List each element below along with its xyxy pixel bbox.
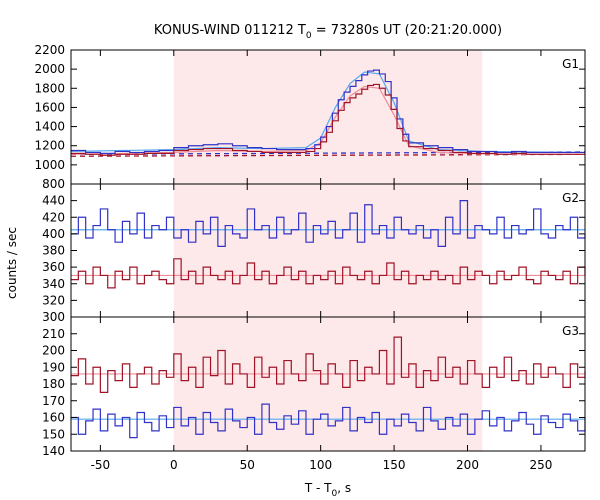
series-step-red [71,258,586,289]
y-tick-label: 160 [42,411,65,425]
background-line-red [70,153,586,157]
x-axis-label-suffix: , s [337,481,351,495]
svg-text:T - T0, s: T - T0, s [304,481,351,499]
y-tick-label: 340 [42,277,65,291]
title-text: KONUS-WIND 011212 T [154,23,306,38]
highlight-interval [173,50,483,184]
title-suffix: = 73280s UT (20:21:20.000) [312,23,502,38]
panel-label: G1 [562,57,579,71]
y-tick-label: 420 [42,210,65,224]
panel-g2: 300 320 340 360 380 400 420 440 G2 [42,183,586,324]
panel-label: G3 [562,324,579,338]
y-tick-label: 1200 [34,139,65,153]
y-tick-label: 210 [42,327,65,341]
y-tick-label: 300 [42,310,65,324]
panel-g3: 140 150 160 170 180 190 200 210 G3 [42,316,586,458]
y-tick-label: 2000 [34,62,65,76]
x-tick-label: 250 [529,458,552,472]
x-tick-label: 50 [240,458,255,472]
y-axis-label: counts / sec [5,227,19,299]
x-tick-label: 150 [383,458,406,472]
series-step-blue [71,403,586,439]
x-axis-label: T - T0, s [304,481,351,499]
y-tick-label: 1000 [34,158,65,172]
y-tick-label: 320 [42,293,65,307]
x-tick-label: 200 [456,458,479,472]
series-step-red [71,336,586,393]
y-tick-label: 190 [42,360,65,374]
panel-label: G2 [562,191,579,205]
y-tick-label: 800 [42,177,65,191]
chart-title: KONUS-WIND 011212 T0 = 73280s UT (20:21:… [154,23,502,41]
title-subscript: 0 [306,31,312,41]
y-tick-label: 150 [42,427,65,441]
y-tick-label: 180 [42,377,65,391]
x-axis-label-text: T - T [304,481,332,495]
y-tick-label: 360 [42,260,65,274]
y-tick-label: 440 [42,194,65,208]
y-tick-label: 1400 [34,120,65,134]
highlight-interval [173,184,483,317]
y-tick-label: 140 [42,444,65,458]
fit-line-fit_blue [70,71,586,154]
series-step-blue [71,200,586,247]
panel-g1: 800 1000 1200 1400 1600 1800 2000 2200 G1 [34,43,586,191]
y-tick-label: 200 [42,344,65,358]
y-tick-label: 2200 [34,43,65,57]
y-tick-label: 380 [42,244,65,258]
y-tick-label: 1800 [34,81,65,95]
x-tick-label: -50 [91,458,111,472]
y-tick-label: 400 [42,227,65,241]
x-axis-label-subscript: 0 [332,489,338,499]
panels: 8001000120014001600180020002200G13003203… [34,43,586,472]
svg-text:KONUS-WIND 011212 T0 = 73280s: KONUS-WIND 011212 T0 = 73280s UT (20:21:… [154,23,502,41]
x-tick-label: 0 [170,458,178,472]
series-step-red [71,83,585,156]
y-tick-label: 1600 [34,100,65,114]
y-tick-label: 170 [42,394,65,408]
x-tick-label: 100 [309,458,332,472]
series-step-blue [71,69,585,154]
